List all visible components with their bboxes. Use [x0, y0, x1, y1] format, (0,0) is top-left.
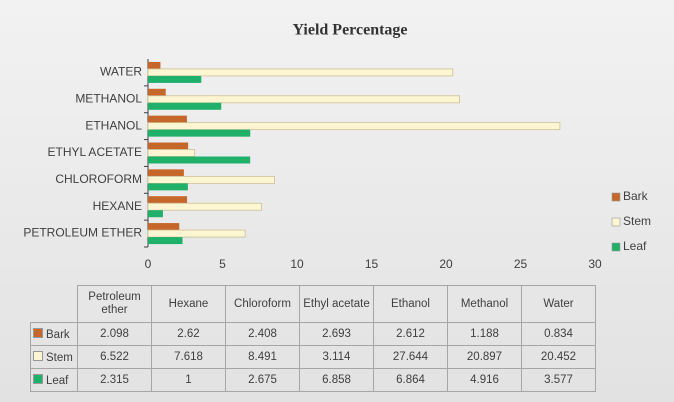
- legend-label: Bark: [623, 189, 649, 203]
- x-tick-label: 0: [145, 257, 152, 271]
- table-cell: 7.618: [151, 345, 226, 369]
- legend-key: [611, 217, 621, 227]
- table-row: Stem 6.522 7.618 8.491 3.114 27.644 20.897 20.4…: [30, 345, 596, 369]
- table-cell: 6.864: [373, 368, 448, 392]
- table-cell: 2.62: [151, 322, 226, 346]
- table-cell: 6.522: [77, 345, 152, 369]
- y-tick-label: HEXANE: [93, 199, 142, 213]
- table-cell: 20.452: [521, 345, 596, 369]
- bar: [148, 75, 202, 83]
- x-tick-label: 20: [439, 257, 453, 271]
- bar: [148, 129, 251, 137]
- table-cell: 3.577: [521, 368, 596, 392]
- legend-label: Stem: [623, 214, 651, 228]
- bar: [148, 156, 251, 164]
- y-tick-label: ETHYL ACETATE: [48, 145, 142, 159]
- legend-key: [611, 192, 621, 202]
- table-cell: 2.315: [77, 368, 152, 392]
- bar: [147, 202, 262, 211]
- bar: [148, 88, 166, 96]
- bar: [147, 68, 454, 77]
- row-label: Stem: [30, 345, 78, 369]
- table-cell: 2.675: [225, 368, 300, 392]
- legend-label: Leaf: [623, 239, 647, 253]
- table-cell: 1: [151, 368, 226, 392]
- bar: [148, 115, 187, 123]
- legend-key: [33, 327, 43, 338]
- bar: [147, 122, 561, 131]
- row-label-text: Leaf: [46, 374, 69, 387]
- table-cell: 2.098: [77, 322, 152, 346]
- row-label: Bark: [30, 322, 78, 346]
- bar: [148, 142, 189, 150]
- bar: [148, 237, 183, 245]
- bar: [147, 149, 195, 157]
- column-header: Ethanol: [373, 285, 448, 323]
- y-tick-label: CHLOROFORM: [55, 172, 142, 186]
- x-tick-label: 5: [219, 257, 226, 271]
- row-label-text: Bark: [46, 328, 70, 341]
- chart-title: Yield Percentage: [292, 22, 407, 39]
- table-cell: 8.491: [225, 345, 300, 369]
- bar: [148, 210, 163, 218]
- table-row: Leaf 2.315 1 2.675 6.858 6.864 4.916 3.577: [30, 368, 596, 392]
- table-cell: 6.858: [299, 368, 374, 392]
- bar: [148, 102, 222, 110]
- bar: [148, 196, 188, 204]
- row-label-text: Stem: [46, 351, 73, 364]
- data-table: Petroleum ether Hexane Chloroform Ethyl ace…: [30, 285, 596, 392]
- y-tick-label: WATER: [100, 65, 142, 79]
- table-cell: 1.188: [447, 322, 522, 346]
- legend-key: [611, 242, 621, 252]
- x-tick-label: 30: [588, 257, 602, 271]
- table-row: Bark 2.098 2.62 2.408 2.693 2.612 1.188 0.834: [30, 322, 596, 346]
- bar: [147, 95, 460, 104]
- corner-cell: [31, 286, 78, 323]
- x-tick-label: 25: [514, 257, 528, 271]
- column-header: Water: [521, 285, 596, 323]
- table-cell: 2.693: [299, 322, 374, 346]
- y-tick-label: ETHANOL: [85, 118, 142, 132]
- bar: [148, 223, 180, 231]
- column-header: Hexane: [151, 285, 226, 323]
- column-header: Ethyl acetate: [299, 285, 374, 323]
- bar: [148, 61, 161, 69]
- bar: [147, 229, 246, 238]
- bar: [147, 175, 275, 184]
- table-cell: 2.612: [373, 322, 448, 346]
- row-label: Leaf: [30, 368, 78, 392]
- table-cell: 3.114: [299, 345, 374, 369]
- legend-key: [33, 373, 43, 384]
- column-header: Methanol: [447, 285, 522, 323]
- table-cell: 20.897: [447, 345, 522, 369]
- bar: [148, 183, 188, 191]
- table-header-row: Petroleum ether Hexane Chloroform Ethyl ace…: [31, 285, 596, 323]
- table-cell: 2.408: [225, 322, 300, 346]
- column-header: Petroleum ether: [77, 285, 152, 323]
- y-tick-label: PETROLEUM ETHER: [23, 226, 142, 240]
- x-tick-label: 15: [365, 257, 379, 271]
- table-cell: 0.834: [521, 322, 596, 346]
- legend-key: [33, 350, 43, 361]
- bar: [148, 169, 184, 177]
- y-tick-label: METHANOL: [75, 91, 142, 105]
- table-cell: 27.644: [373, 345, 448, 369]
- table-cell: 4.916: [447, 368, 522, 392]
- column-header: Chloroform: [225, 285, 300, 323]
- x-tick-label: 10: [290, 257, 304, 271]
